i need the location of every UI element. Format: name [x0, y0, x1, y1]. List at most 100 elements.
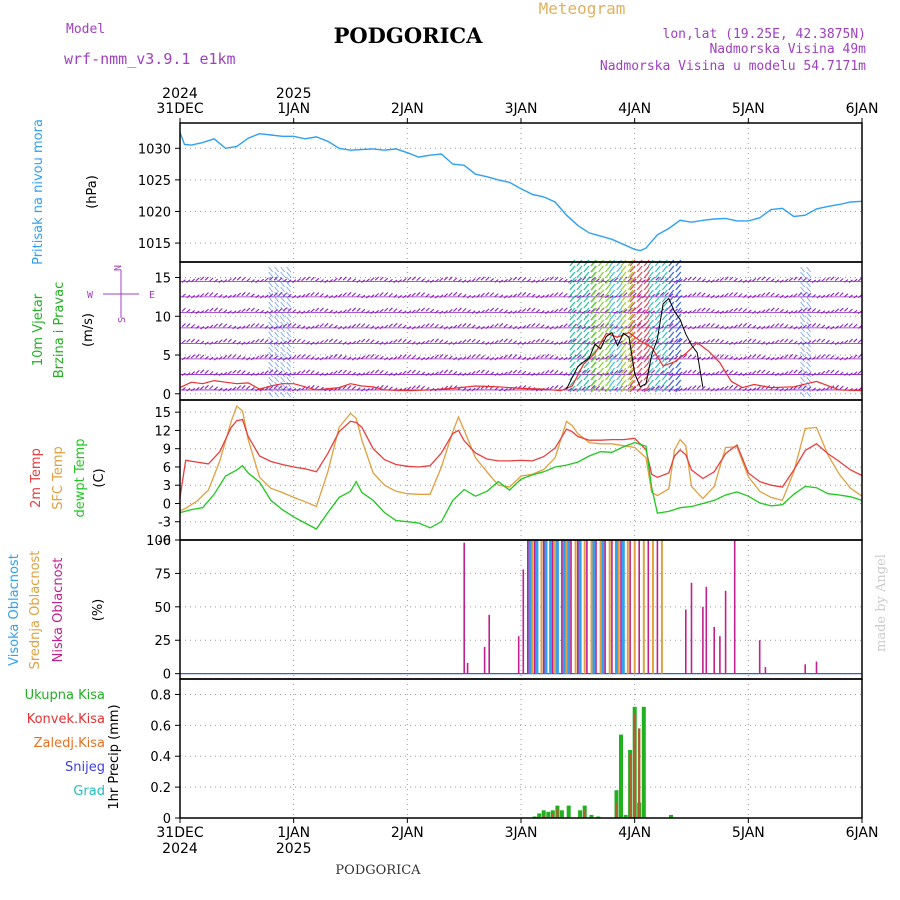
y-tick-label: 6 — [163, 461, 171, 476]
precip-legend-item: Ukupna Kisa — [25, 688, 105, 703]
lonlat-text: lon,lat (19.25E, 42.3875N) — [663, 27, 867, 42]
precip-convective-bar — [638, 728, 641, 818]
precip-total-bar — [619, 734, 623, 818]
chart-title: PODGORICA — [334, 23, 484, 48]
wind-speed-line — [179, 331, 863, 392]
cloud-mid-bar — [583, 540, 586, 674]
precip-convective-bar — [551, 813, 554, 818]
cloud-low-bar — [466, 663, 469, 674]
precip-legend-item: Snijeg — [65, 760, 105, 775]
cloud-low-bar — [724, 590, 727, 674]
y-tick-label: -6 — [158, 534, 171, 549]
precip-total-bar — [669, 814, 673, 818]
x-top-year-label: 2025 — [276, 86, 312, 102]
wind-barb-cluster — [800, 266, 811, 398]
x-top-year-label: 2024 — [162, 86, 198, 102]
precip-total-bar — [589, 814, 594, 818]
precip-total-bar — [559, 810, 564, 818]
wind-axis-title: 10m Vjetar — [31, 293, 46, 366]
model-elevation-text: Nadmorska Visina u modelu 54.7171m — [600, 59, 866, 74]
cloud-low-bar — [552, 540, 554, 674]
y-tick-label: 0 — [163, 668, 171, 683]
y-tick-label: 3 — [163, 479, 171, 494]
y-tick-label: 50 — [154, 601, 171, 616]
cloud-high-bar — [578, 540, 582, 674]
precip-axis-title: 1hr Precip (mm) — [107, 704, 122, 809]
cloud-mid-bar — [565, 540, 568, 674]
precip-convective-bar — [583, 810, 586, 818]
y-tick-label: 1030 — [138, 142, 171, 157]
cloud-low-bar — [685, 609, 687, 674]
cloud-low-bar — [690, 582, 693, 674]
y-tick-label: 15 — [154, 406, 171, 421]
cloud-high-bar — [592, 540, 596, 674]
precip-total-bar — [566, 805, 571, 818]
wind-axis-subtitle: Brzina i Pravac — [52, 282, 67, 379]
precip-total-bar — [546, 811, 551, 818]
x-top-tick-label: 5JAN — [732, 101, 765, 117]
cloud-low-bar — [764, 667, 767, 674]
elevation-text: Nadmorska Visina 49m — [709, 42, 866, 57]
footer-station: PODGORICA — [335, 863, 421, 878]
wind-reference-line — [566, 297, 704, 390]
cloud-low-bar — [702, 606, 704, 674]
x-top-tick-label: 4JAN — [618, 101, 651, 117]
y-tick-label: -3 — [158, 516, 171, 531]
x-bottom-year-label: 2025 — [276, 841, 312, 857]
cloud-mid-bar — [633, 540, 636, 674]
precip-convective-bar — [542, 814, 545, 818]
cloud-high-bar — [535, 540, 539, 674]
cloud-mid-bar — [642, 540, 645, 674]
cloud-low-bar — [611, 540, 613, 674]
x-bottom-tick-label: 1JAN — [277, 825, 310, 841]
data-layer — [179, 132, 863, 818]
wind-barbs — [180, 259, 863, 398]
dewpoint-axis-title: dewpt Temp — [73, 438, 88, 517]
compass-w: W — [87, 290, 94, 301]
cloud-low-bar — [647, 540, 650, 674]
y-tick-label: 25 — [154, 634, 171, 649]
cloud-low-bar — [522, 569, 525, 674]
pressure-axis-title: Pritisak na nivou mora — [31, 119, 46, 265]
wind-barb-cluster — [591, 259, 611, 393]
cloud-mid-bar — [660, 540, 663, 674]
model-label: Model — [66, 22, 105, 37]
cloud-mid-bar — [617, 540, 620, 674]
y-tick-label: 0 — [163, 812, 171, 827]
y-tick-label: 10 — [154, 310, 171, 325]
y-tick-label: 9 — [163, 443, 171, 458]
cloud-low-bar — [638, 540, 640, 674]
cloud-unit-label: (%) — [91, 599, 106, 622]
cloud-low-bar — [604, 540, 606, 674]
dewpoint-line — [179, 441, 863, 530]
x-top-tick-label: 6JAN — [846, 101, 879, 117]
precip-total-bar — [641, 706, 646, 818]
y-tick-label: 0.2 — [150, 781, 171, 796]
cloud-low-bar — [705, 586, 708, 674]
y-tick-label: 15 — [154, 272, 171, 287]
cloud-low-axis-title: Niska Oblacnost — [51, 558, 66, 663]
precip-total-bar — [537, 813, 542, 818]
cloud-low-bar — [815, 661, 818, 674]
x-top-tick-label: 2JAN — [391, 101, 424, 117]
y-tick-label: 1025 — [138, 174, 171, 189]
wind-barb-cluster — [647, 259, 668, 393]
x-bottom-tick-label: 5JAN — [732, 825, 765, 841]
cloud-high-bar — [621, 540, 625, 674]
cloud-high-bar — [562, 540, 566, 674]
cloud-low-bar — [561, 540, 563, 674]
x-bottom-year-label: 2024 — [162, 841, 198, 857]
precip-convective-bar — [633, 713, 636, 818]
cloud-low-bar — [595, 540, 597, 674]
x-bottom-tick-label: 6JAN — [846, 825, 879, 841]
precip-legend-item: Grad — [73, 784, 105, 799]
temp-unit-label: (C) — [92, 468, 107, 487]
y-tick-label: 12 — [154, 424, 171, 439]
cloud-low-bar — [620, 540, 622, 674]
cloud-mid-bar — [554, 540, 557, 674]
temp-2m-line — [179, 418, 863, 498]
cloud-low-bar — [733, 540, 736, 674]
wind-unit-label: (m/s) — [81, 313, 96, 347]
compass-n: N — [113, 265, 124, 271]
